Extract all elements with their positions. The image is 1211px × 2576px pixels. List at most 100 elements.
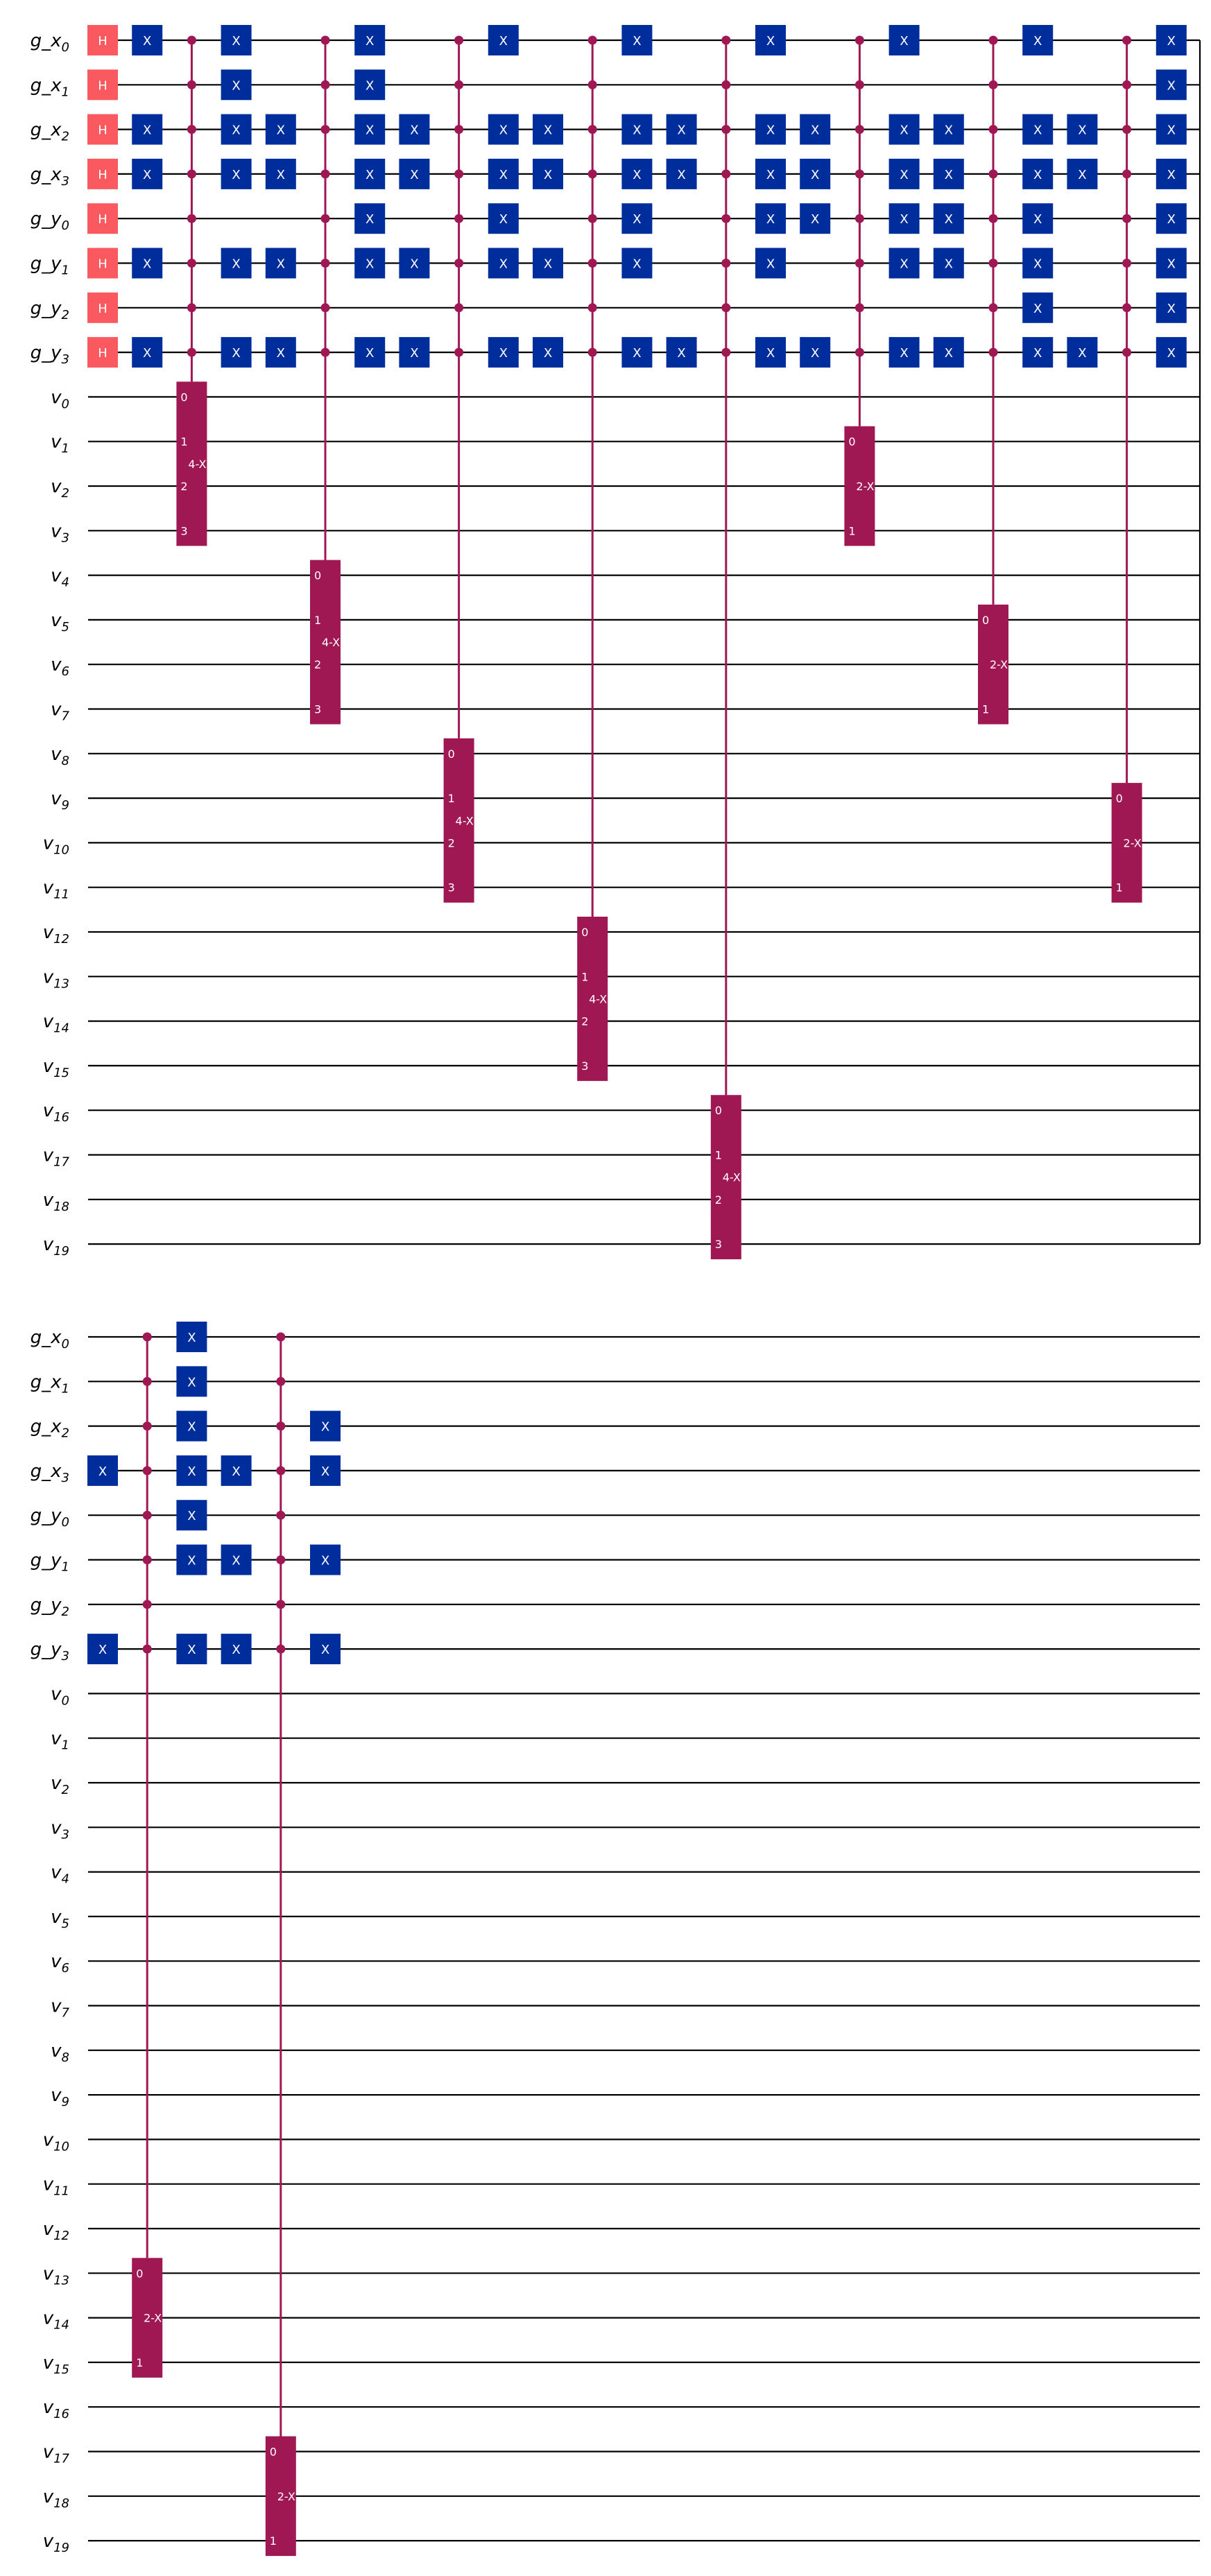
qubit-label-subscript: 2 <box>62 308 69 322</box>
x-gate-box <box>221 248 252 279</box>
x-gate: X <box>755 25 786 55</box>
qubit-label-base: v <box>51 1951 62 1972</box>
mcx-target-box <box>443 738 474 903</box>
h-gate-label: H <box>98 257 108 272</box>
control-dot <box>142 1376 152 1386</box>
x-gate-label: X <box>187 1464 196 1479</box>
mcx-port-number: 0 <box>581 926 588 939</box>
qubit-label-subscript: 5 <box>62 1917 69 1931</box>
qubit-label-base: v <box>43 2353 54 2374</box>
qubit-label: v3 <box>51 521 69 545</box>
mcx-gate-label: 2-X <box>144 2312 162 2325</box>
control-dot <box>988 259 998 268</box>
qubit-label-subscript: 4 <box>62 1872 69 1887</box>
qubit-label-base: v <box>51 610 62 631</box>
qubit-label: v5 <box>51 1907 69 1931</box>
qubit-label: v9 <box>51 788 69 813</box>
x-gate-label: X <box>410 346 418 361</box>
x-gate-label: X <box>410 257 418 272</box>
x-gate-label: X <box>811 346 819 361</box>
x-gate: X <box>176 1544 207 1575</box>
h-gate-label: H <box>98 212 108 227</box>
mcx-gate-label: 2-X <box>1124 836 1142 849</box>
mcx-target-box <box>265 2436 296 2557</box>
x-gate: X <box>800 203 831 234</box>
qubit-label-subscript: 19 <box>53 1244 69 1259</box>
qubit-label-base: g_x <box>31 120 62 141</box>
h-gate-label: H <box>98 123 108 138</box>
x-gate: X <box>533 337 563 368</box>
circuit-section-1: g_x0g_x1g_x2g_x3g_y0g_y1g_y2g_y3v0v1v2v3… <box>31 25 1201 1260</box>
x-gate: X <box>1022 25 1054 55</box>
x-gate: X <box>888 337 920 368</box>
x-gate-box <box>1156 69 1187 101</box>
x-gate-label: X <box>143 34 151 49</box>
x-gate-box <box>755 158 786 189</box>
qubit-label-base: g_y <box>31 1550 62 1571</box>
qubit-label-subscript: 16 <box>53 2407 69 2421</box>
mcx-port-number: 3 <box>180 524 187 537</box>
control-dot <box>721 303 731 313</box>
x-gate-box <box>933 114 964 145</box>
x-gate: X <box>221 69 252 101</box>
h-gate-box <box>87 25 118 55</box>
x-gate-label: X <box>544 346 552 361</box>
x-gate-box <box>1022 158 1054 189</box>
control-dot <box>988 35 998 45</box>
x-gate: X <box>221 1455 252 1486</box>
x-gate: X <box>176 1410 207 1442</box>
qubit-label-base: v <box>43 1056 54 1077</box>
mcx-port-number: 1 <box>982 703 989 716</box>
x-gate-label: X <box>1033 212 1042 227</box>
x-gate-label: X <box>143 168 151 182</box>
qubit-label: v11 <box>43 878 69 902</box>
control-dot <box>988 125 998 135</box>
x-gate: X <box>800 158 831 189</box>
x-gate-box <box>621 158 653 189</box>
x-gate-box <box>1067 114 1098 145</box>
qubit-label: g_y1 <box>31 1550 69 1575</box>
x-gate: X <box>221 337 252 368</box>
mcx-port-number: 2 <box>581 1015 588 1028</box>
x-gate: X <box>354 203 386 234</box>
x-gate-label: X <box>232 34 240 49</box>
control-dot <box>988 303 998 313</box>
qubit-label: g_y3 <box>31 343 69 367</box>
x-gate-box <box>755 248 786 279</box>
x-gate-box <box>1022 114 1054 145</box>
qubit-label: g_x0 <box>31 31 69 55</box>
qubit-label: v9 <box>51 2085 69 2109</box>
x-gate-label: X <box>900 257 908 272</box>
x-gate-label: X <box>366 346 374 361</box>
x-gate: X <box>888 158 920 189</box>
x-gate-label: X <box>321 1420 329 1435</box>
x-gate: X <box>132 158 163 189</box>
qubit-label: v15 <box>43 2353 69 2377</box>
control-dot <box>320 169 330 179</box>
qubit-label-base: v <box>51 1862 62 1883</box>
qubit-label-base: v <box>43 1012 54 1032</box>
x-gate-label: X <box>945 346 953 361</box>
h-gate-label: H <box>98 168 108 182</box>
qubit-label: v4 <box>51 1862 69 1887</box>
x-gate-box <box>132 114 163 145</box>
x-gate-label: X <box>633 212 641 227</box>
x-gate-label: X <box>544 168 552 182</box>
x-gate: X <box>488 337 519 368</box>
qubit-label-base: g_x <box>31 1327 62 1348</box>
multi-controlled-x-gate: 0 1 2-X <box>132 1332 163 2378</box>
h-gate: H <box>87 114 118 145</box>
x-gate: X <box>755 158 786 189</box>
x-gate: X <box>399 248 430 279</box>
control-dot <box>721 80 731 89</box>
x-gate-box <box>621 25 653 55</box>
qubit-label-subscript: 0 <box>62 1693 69 1708</box>
qubit-label-base: v <box>43 878 54 899</box>
mcx-target-box <box>132 2258 163 2378</box>
control-dot <box>187 35 196 45</box>
x-gate: X <box>310 1410 341 1442</box>
control-dot <box>142 1421 152 1431</box>
x-gate-label: X <box>277 257 285 272</box>
control-dot <box>320 80 330 89</box>
qubit-label: g_y2 <box>31 298 69 322</box>
